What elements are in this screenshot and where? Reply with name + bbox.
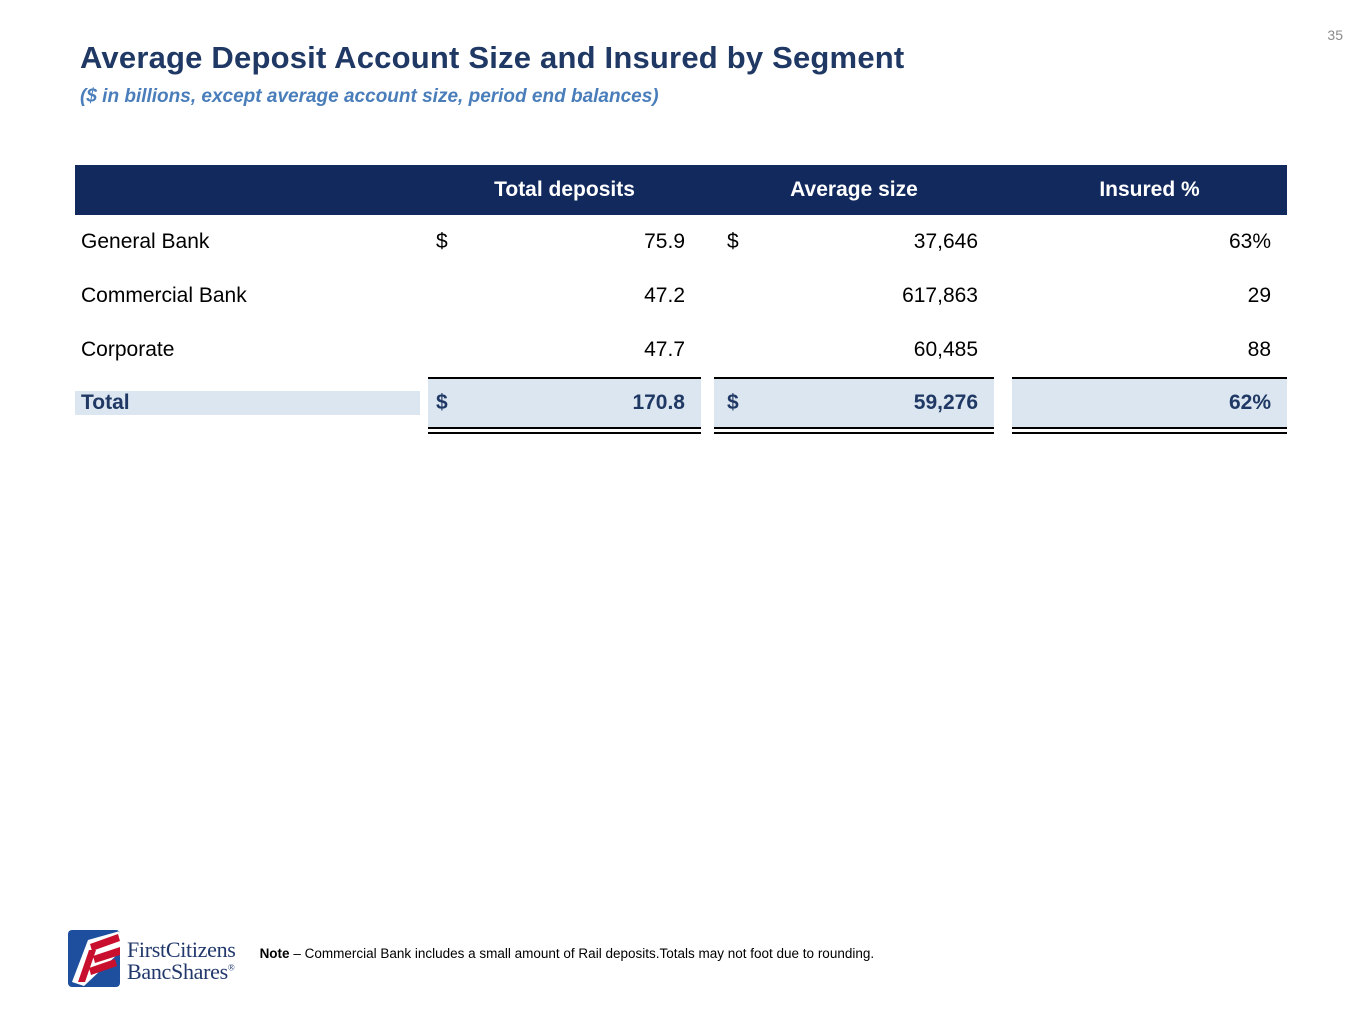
cell-insured-pct: 63% — [1012, 215, 1287, 269]
cell-insured-pct: 88 — [1012, 323, 1287, 377]
first-citizens-logo-icon — [68, 930, 120, 987]
cell-value: 29 — [1247, 284, 1271, 307]
cell-value: 47.2 — [644, 284, 685, 307]
cell-insured-pct: 62% — [1012, 377, 1287, 434]
cell-value: 62% — [1228, 391, 1271, 414]
currency-symbol: $ — [436, 230, 448, 253]
table-row-commercial-bank: Commercial Bank 47.2 617,863 29 — [75, 269, 1287, 323]
cell-average-size: 60,485 — [714, 323, 994, 377]
page-title: Average Deposit Account Size and Insured… — [80, 40, 905, 75]
cell-value: 59,276 — [913, 391, 978, 414]
footnote-label: Note — [259, 946, 290, 961]
cell-total-deposits: 47.7 — [428, 323, 701, 377]
cell-value: 88 — [1247, 338, 1271, 361]
column-header-total-deposits: Total deposits — [494, 178, 635, 201]
cell-average-size: $ 59,276 — [714, 377, 994, 434]
table-row-general-bank: General Bank $ 75.9 $ 37,646 63% — [75, 215, 1287, 269]
footnote-text: – Commercial Bank includes a small amoun… — [289, 946, 875, 961]
currency-symbol: $ — [727, 230, 739, 253]
cell-value: 60,485 — [913, 338, 978, 361]
row-label: Corporate — [81, 338, 175, 361]
cell-total-deposits: 47.2 — [428, 269, 701, 323]
column-header-average-size: Average size — [790, 178, 918, 201]
logo-line-2: BancShares® — [127, 959, 235, 984]
cell-value: 37,646 — [913, 230, 978, 253]
registered-mark: ® — [227, 962, 235, 973]
row-label: General Bank — [81, 230, 210, 253]
cell-insured-pct: 29 — [1012, 269, 1287, 323]
cell-total-deposits: $ 75.9 — [428, 215, 701, 269]
column-header-insured-pct: Insured % — [1099, 178, 1200, 201]
cell-value: 63% — [1228, 230, 1271, 253]
slide-footer: FirstCitizens BancShares® Note – Commerc… — [68, 930, 874, 987]
cell-value: 47.7 — [644, 338, 685, 361]
currency-symbol: $ — [727, 391, 739, 414]
deposits-table: Total deposits Average size Insured % Ge… — [75, 165, 1287, 434]
table-row-corporate: Corporate 47.7 60,485 88 — [75, 323, 1287, 377]
table-total-row: Total $ 170.8 $ 59,276 62% — [75, 377, 1287, 434]
currency-symbol: $ — [436, 391, 448, 414]
cell-value: 617,863 — [902, 284, 978, 307]
row-label: Commercial Bank — [81, 284, 247, 307]
cell-average-size: 617,863 — [714, 269, 994, 323]
page-number: 35 — [1327, 27, 1343, 43]
cell-value: 75.9 — [644, 230, 685, 253]
logo-line-1: FirstCitizens — [127, 937, 236, 962]
table-header-row: Total deposits Average size Insured % — [75, 165, 1287, 215]
page-subtitle: ($ in billions, except average account s… — [80, 86, 659, 107]
cell-average-size: $ 37,646 — [714, 215, 994, 269]
row-label: Total — [75, 389, 420, 422]
footnote: Note – Commercial Bank includes a small … — [260, 946, 875, 961]
cell-value: 170.8 — [632, 391, 685, 414]
cell-total-deposits: $ 170.8 — [428, 377, 701, 434]
first-citizens-logo-text: FirstCitizens BancShares® — [127, 939, 236, 983]
